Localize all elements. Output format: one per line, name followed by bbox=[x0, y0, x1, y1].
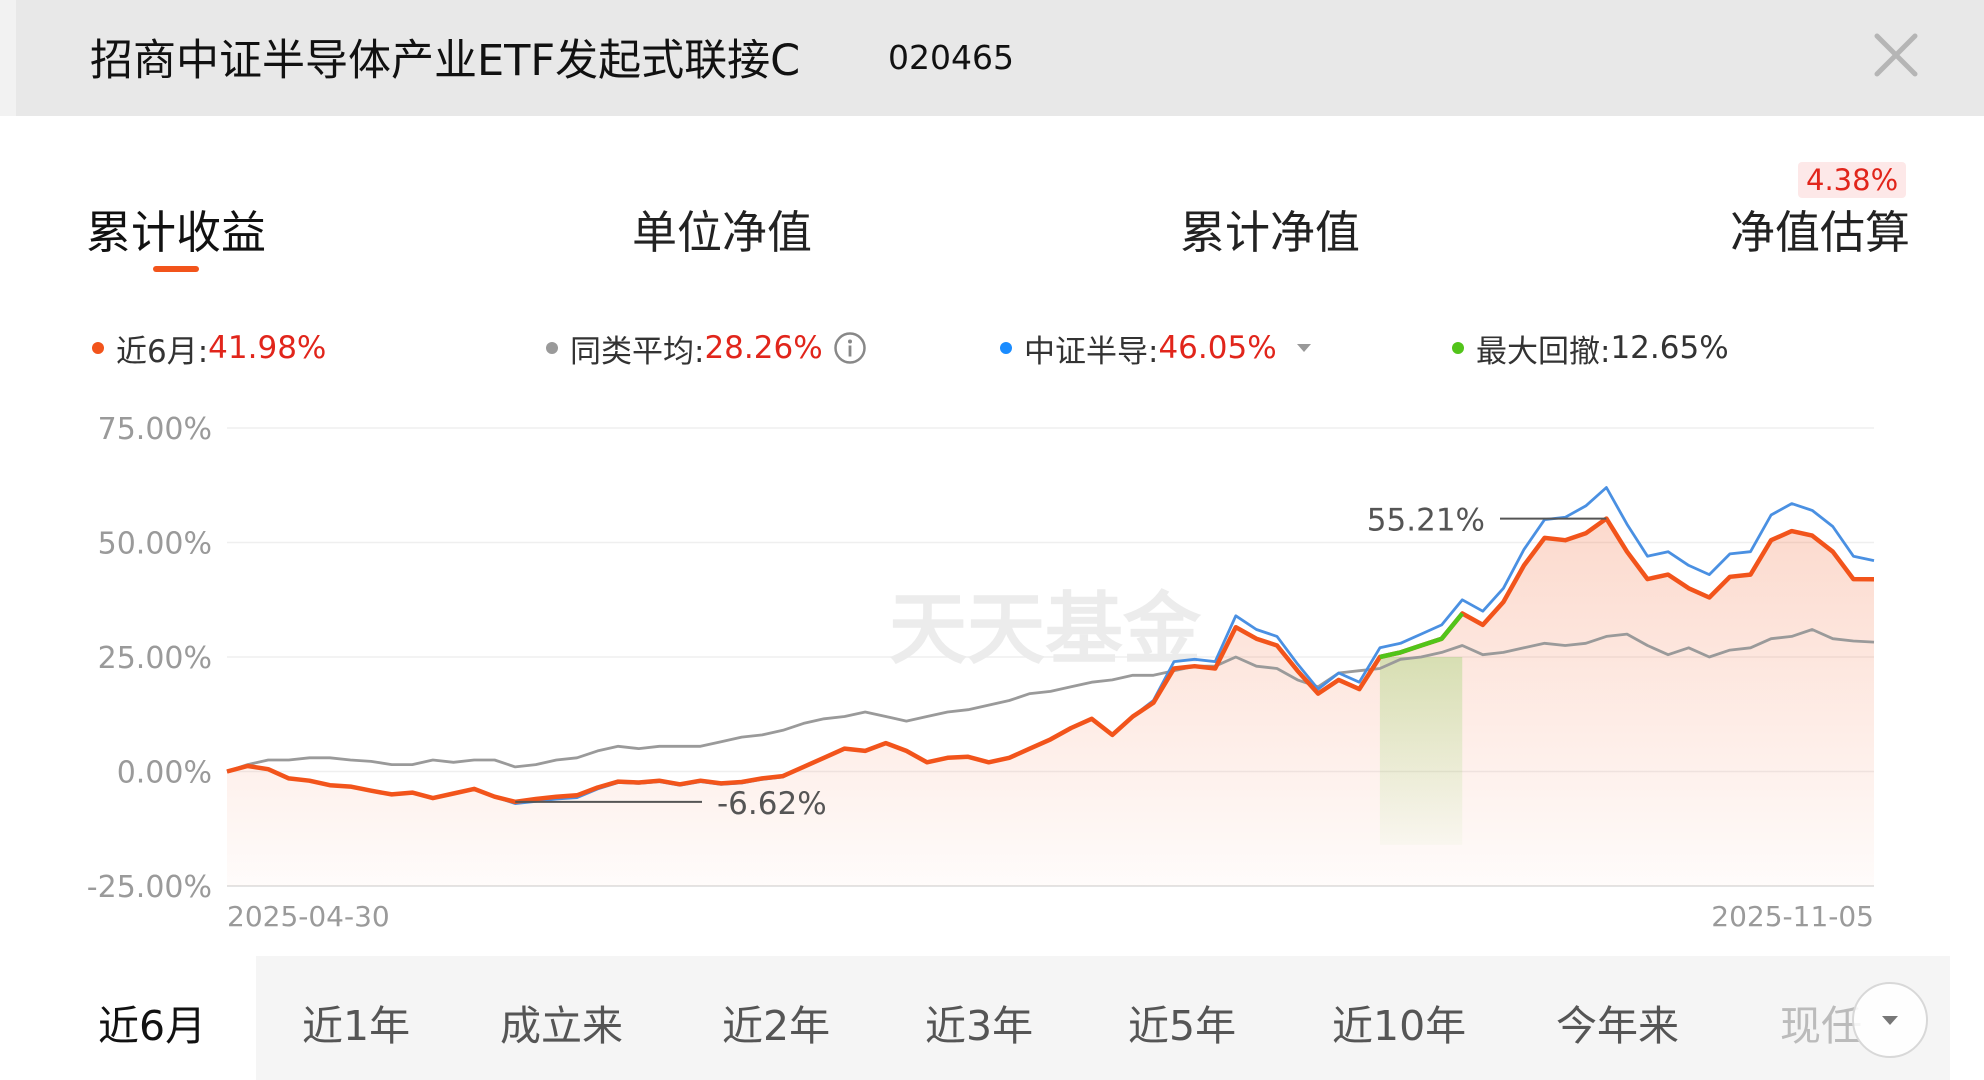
y-tick-label: 25.00% bbox=[98, 641, 212, 676]
fund-area-fill bbox=[227, 518, 1874, 886]
legend-label: 同类平均: bbox=[570, 333, 705, 370]
legend-dot bbox=[1000, 342, 1012, 354]
min-annotation-label: -6.62% bbox=[717, 786, 827, 822]
fund-name: 招商中证半导体产业ETF发起式联接C bbox=[90, 36, 801, 86]
legend-label: 最大回撤: bbox=[1476, 333, 1611, 370]
fund-code: 020465 bbox=[888, 38, 1014, 77]
fund-return-line[interactable] bbox=[226, 516, 1875, 805]
x-end-label: 2025-11-05 bbox=[1711, 900, 1874, 933]
legend-value: 46.05% bbox=[1158, 330, 1277, 366]
chart-card: 累计收益 单位净值 累计净值 净值估算 4.38% 近6月: 41.98% 同类… bbox=[0, 116, 1984, 1080]
y-tick-label: 75.00% bbox=[98, 412, 212, 447]
legend-index[interactable]: 中证半导: 46.05% bbox=[1000, 328, 1313, 370]
legend-peer: 同类平均: 28.26% bbox=[546, 328, 867, 370]
legend-dot bbox=[92, 342, 104, 354]
period-5y[interactable]: 近5年 bbox=[1128, 1002, 1237, 1050]
legend-dot bbox=[1452, 342, 1464, 354]
period-since-inception[interactable]: 成立来 bbox=[500, 1002, 623, 1050]
tab-unit-nav[interactable]: 单位净值 bbox=[632, 206, 813, 259]
chevron-down-icon bbox=[1882, 1016, 1898, 1025]
caret-down-icon[interactable] bbox=[1295, 342, 1313, 354]
period-selector bbox=[256, 956, 1950, 1080]
legend-dot bbox=[546, 342, 558, 354]
legend-label: 中证半导: bbox=[1024, 333, 1159, 370]
watermark-text: 天天基金 bbox=[889, 584, 1202, 675]
period-3y[interactable]: 近3年 bbox=[925, 1002, 1034, 1050]
legend-label: 近6月: bbox=[116, 333, 209, 370]
period-10y[interactable]: 近10年 bbox=[1332, 1002, 1467, 1050]
period-6m[interactable]: 近6月 bbox=[98, 1002, 207, 1050]
cumulative-return-chart[interactable]: 75.00% 50.00% 25.00% 0.00% -25.00% 2025-04-30… bbox=[0, 116, 1984, 956]
tab-nav-estimate[interactable]: 净值估算 bbox=[1730, 206, 1911, 259]
period-ytd[interactable]: 今年来 bbox=[1556, 1002, 1679, 1050]
y-tick-label: 0.00% bbox=[117, 756, 212, 791]
close-icon[interactable] bbox=[1871, 30, 1921, 80]
legend-value: 28.26% bbox=[704, 330, 823, 366]
title-bar: 招商中证半导体产业ETF发起式联接C 020465 bbox=[16, 0, 1984, 116]
drawdown-band bbox=[1379, 657, 1463, 845]
tab-cumulative-nav[interactable]: 累计净值 bbox=[1180, 206, 1361, 259]
period-2y[interactable]: 近2年 bbox=[722, 1002, 831, 1050]
active-tab-indicator bbox=[153, 266, 199, 272]
peer-average-line[interactable] bbox=[226, 628, 1875, 773]
legend-value: 41.98% bbox=[208, 330, 327, 366]
x-start-label: 2025-04-30 bbox=[227, 900, 390, 933]
tab-cumulative-return[interactable]: 累计收益 bbox=[86, 206, 267, 259]
info-icon[interactable] bbox=[833, 331, 867, 365]
legend-value: 12.65% bbox=[1610, 330, 1729, 366]
period-current-manager[interactable]: 现任 bbox=[1780, 1002, 1862, 1050]
legend-drawdown: 最大回撤: 12.65% bbox=[1452, 328, 1729, 370]
period-1y[interactable]: 近1年 bbox=[302, 1002, 411, 1050]
y-tick-label: -25.00% bbox=[87, 870, 212, 905]
max-annotation-label: 55.21% bbox=[1367, 503, 1485, 539]
more-periods-button[interactable] bbox=[1852, 982, 1928, 1058]
y-tick-label: 50.00% bbox=[98, 527, 212, 562]
estimate-badge: 4.38% bbox=[1798, 162, 1907, 198]
legend-fund: 近6月: 41.98% bbox=[92, 328, 327, 370]
drawdown-segment-line bbox=[1379, 612, 1465, 660]
